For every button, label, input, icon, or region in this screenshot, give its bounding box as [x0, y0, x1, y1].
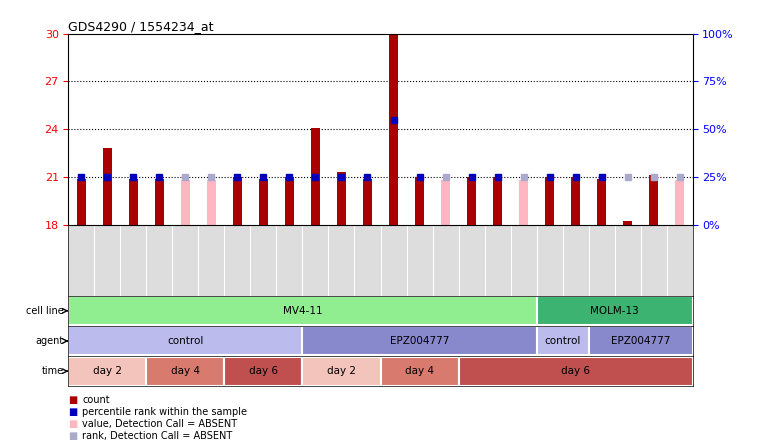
- Text: agent: agent: [35, 336, 63, 346]
- Text: ■: ■: [68, 431, 78, 441]
- Bar: [380, 357, 458, 386]
- Bar: [467, 177, 476, 225]
- Bar: [441, 180, 450, 225]
- Text: day 6: day 6: [561, 366, 590, 376]
- Bar: [588, 326, 693, 356]
- Text: MOLM-13: MOLM-13: [590, 306, 639, 316]
- Text: value, Detection Call = ABSENT: value, Detection Call = ABSENT: [82, 419, 237, 429]
- Bar: [649, 175, 658, 225]
- Bar: [285, 177, 294, 225]
- Bar: [537, 296, 693, 325]
- Bar: [337, 172, 346, 225]
- Bar: [623, 222, 632, 225]
- Bar: [571, 177, 580, 225]
- Text: count: count: [82, 395, 110, 405]
- Bar: [259, 178, 268, 225]
- Text: day 2: day 2: [93, 366, 122, 376]
- Text: control: control: [167, 336, 204, 346]
- Text: time: time: [41, 366, 63, 376]
- Text: ■: ■: [68, 395, 78, 405]
- Text: EPZ004777: EPZ004777: [390, 336, 449, 346]
- Bar: [155, 178, 164, 225]
- Bar: [207, 180, 216, 225]
- Bar: [129, 178, 138, 225]
- Bar: [597, 178, 606, 225]
- Bar: [68, 357, 146, 386]
- Bar: [389, 34, 398, 225]
- Text: ■: ■: [68, 407, 78, 417]
- Text: day 4: day 4: [171, 366, 200, 376]
- Text: MV4-11: MV4-11: [282, 306, 323, 316]
- Bar: [415, 177, 424, 225]
- Text: day 6: day 6: [249, 366, 278, 376]
- Bar: [675, 180, 684, 225]
- Bar: [303, 326, 537, 356]
- Bar: [103, 148, 112, 225]
- Bar: [363, 178, 372, 225]
- Text: control: control: [544, 336, 581, 346]
- Bar: [545, 177, 554, 225]
- Text: cell line: cell line: [26, 306, 63, 316]
- Bar: [303, 357, 380, 386]
- Bar: [77, 178, 86, 225]
- Text: day 2: day 2: [327, 366, 356, 376]
- Bar: [181, 180, 190, 225]
- Bar: [493, 177, 502, 225]
- Bar: [233, 177, 242, 225]
- Bar: [68, 326, 303, 356]
- Bar: [146, 357, 224, 386]
- Text: percentile rank within the sample: percentile rank within the sample: [82, 407, 247, 417]
- Text: ■: ■: [68, 419, 78, 429]
- Bar: [311, 127, 320, 225]
- Bar: [458, 357, 693, 386]
- Text: EPZ004777: EPZ004777: [611, 336, 670, 346]
- Bar: [224, 357, 303, 386]
- Text: day 4: day 4: [405, 366, 434, 376]
- Bar: [537, 326, 588, 356]
- Text: GDS4290 / 1554234_at: GDS4290 / 1554234_at: [68, 20, 214, 32]
- Bar: [68, 296, 537, 325]
- Text: rank, Detection Call = ABSENT: rank, Detection Call = ABSENT: [82, 431, 232, 441]
- Bar: [519, 180, 528, 225]
